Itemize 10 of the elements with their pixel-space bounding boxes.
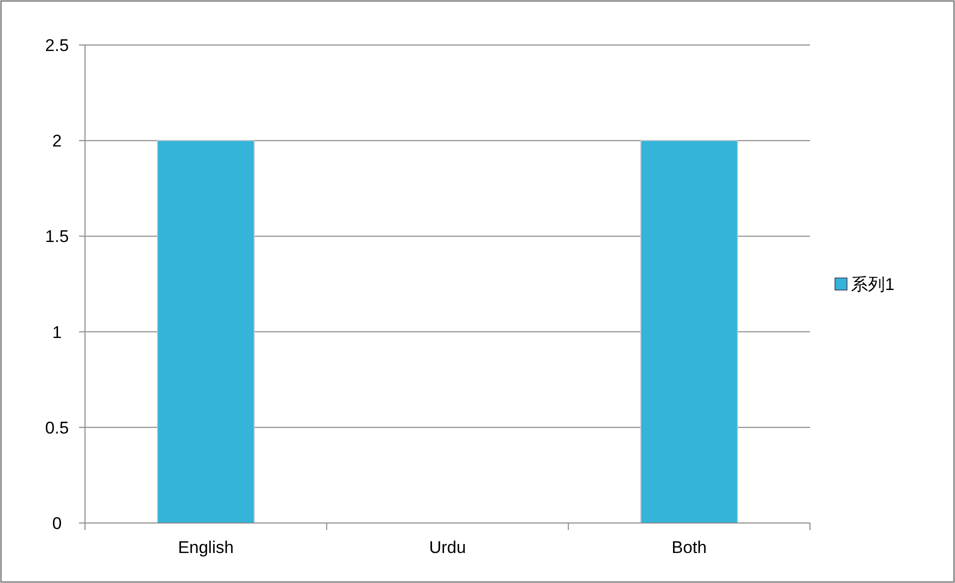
y-tick-label: 0.5 — [45, 418, 69, 438]
x-tick-label: Both — [672, 538, 707, 557]
y-tick-label: 2 — [52, 132, 62, 151]
x-tick-label: Urdu — [429, 538, 466, 557]
y-tick-label: 1 — [52, 322, 62, 342]
legend-label: 系列1 — [851, 275, 894, 294]
x-tick-label: English — [178, 538, 234, 557]
y-tick-label: 1.5 — [45, 227, 69, 246]
y-tick-label: 2.5 — [45, 36, 69, 55]
y-tick-label: 0 — [52, 514, 62, 533]
